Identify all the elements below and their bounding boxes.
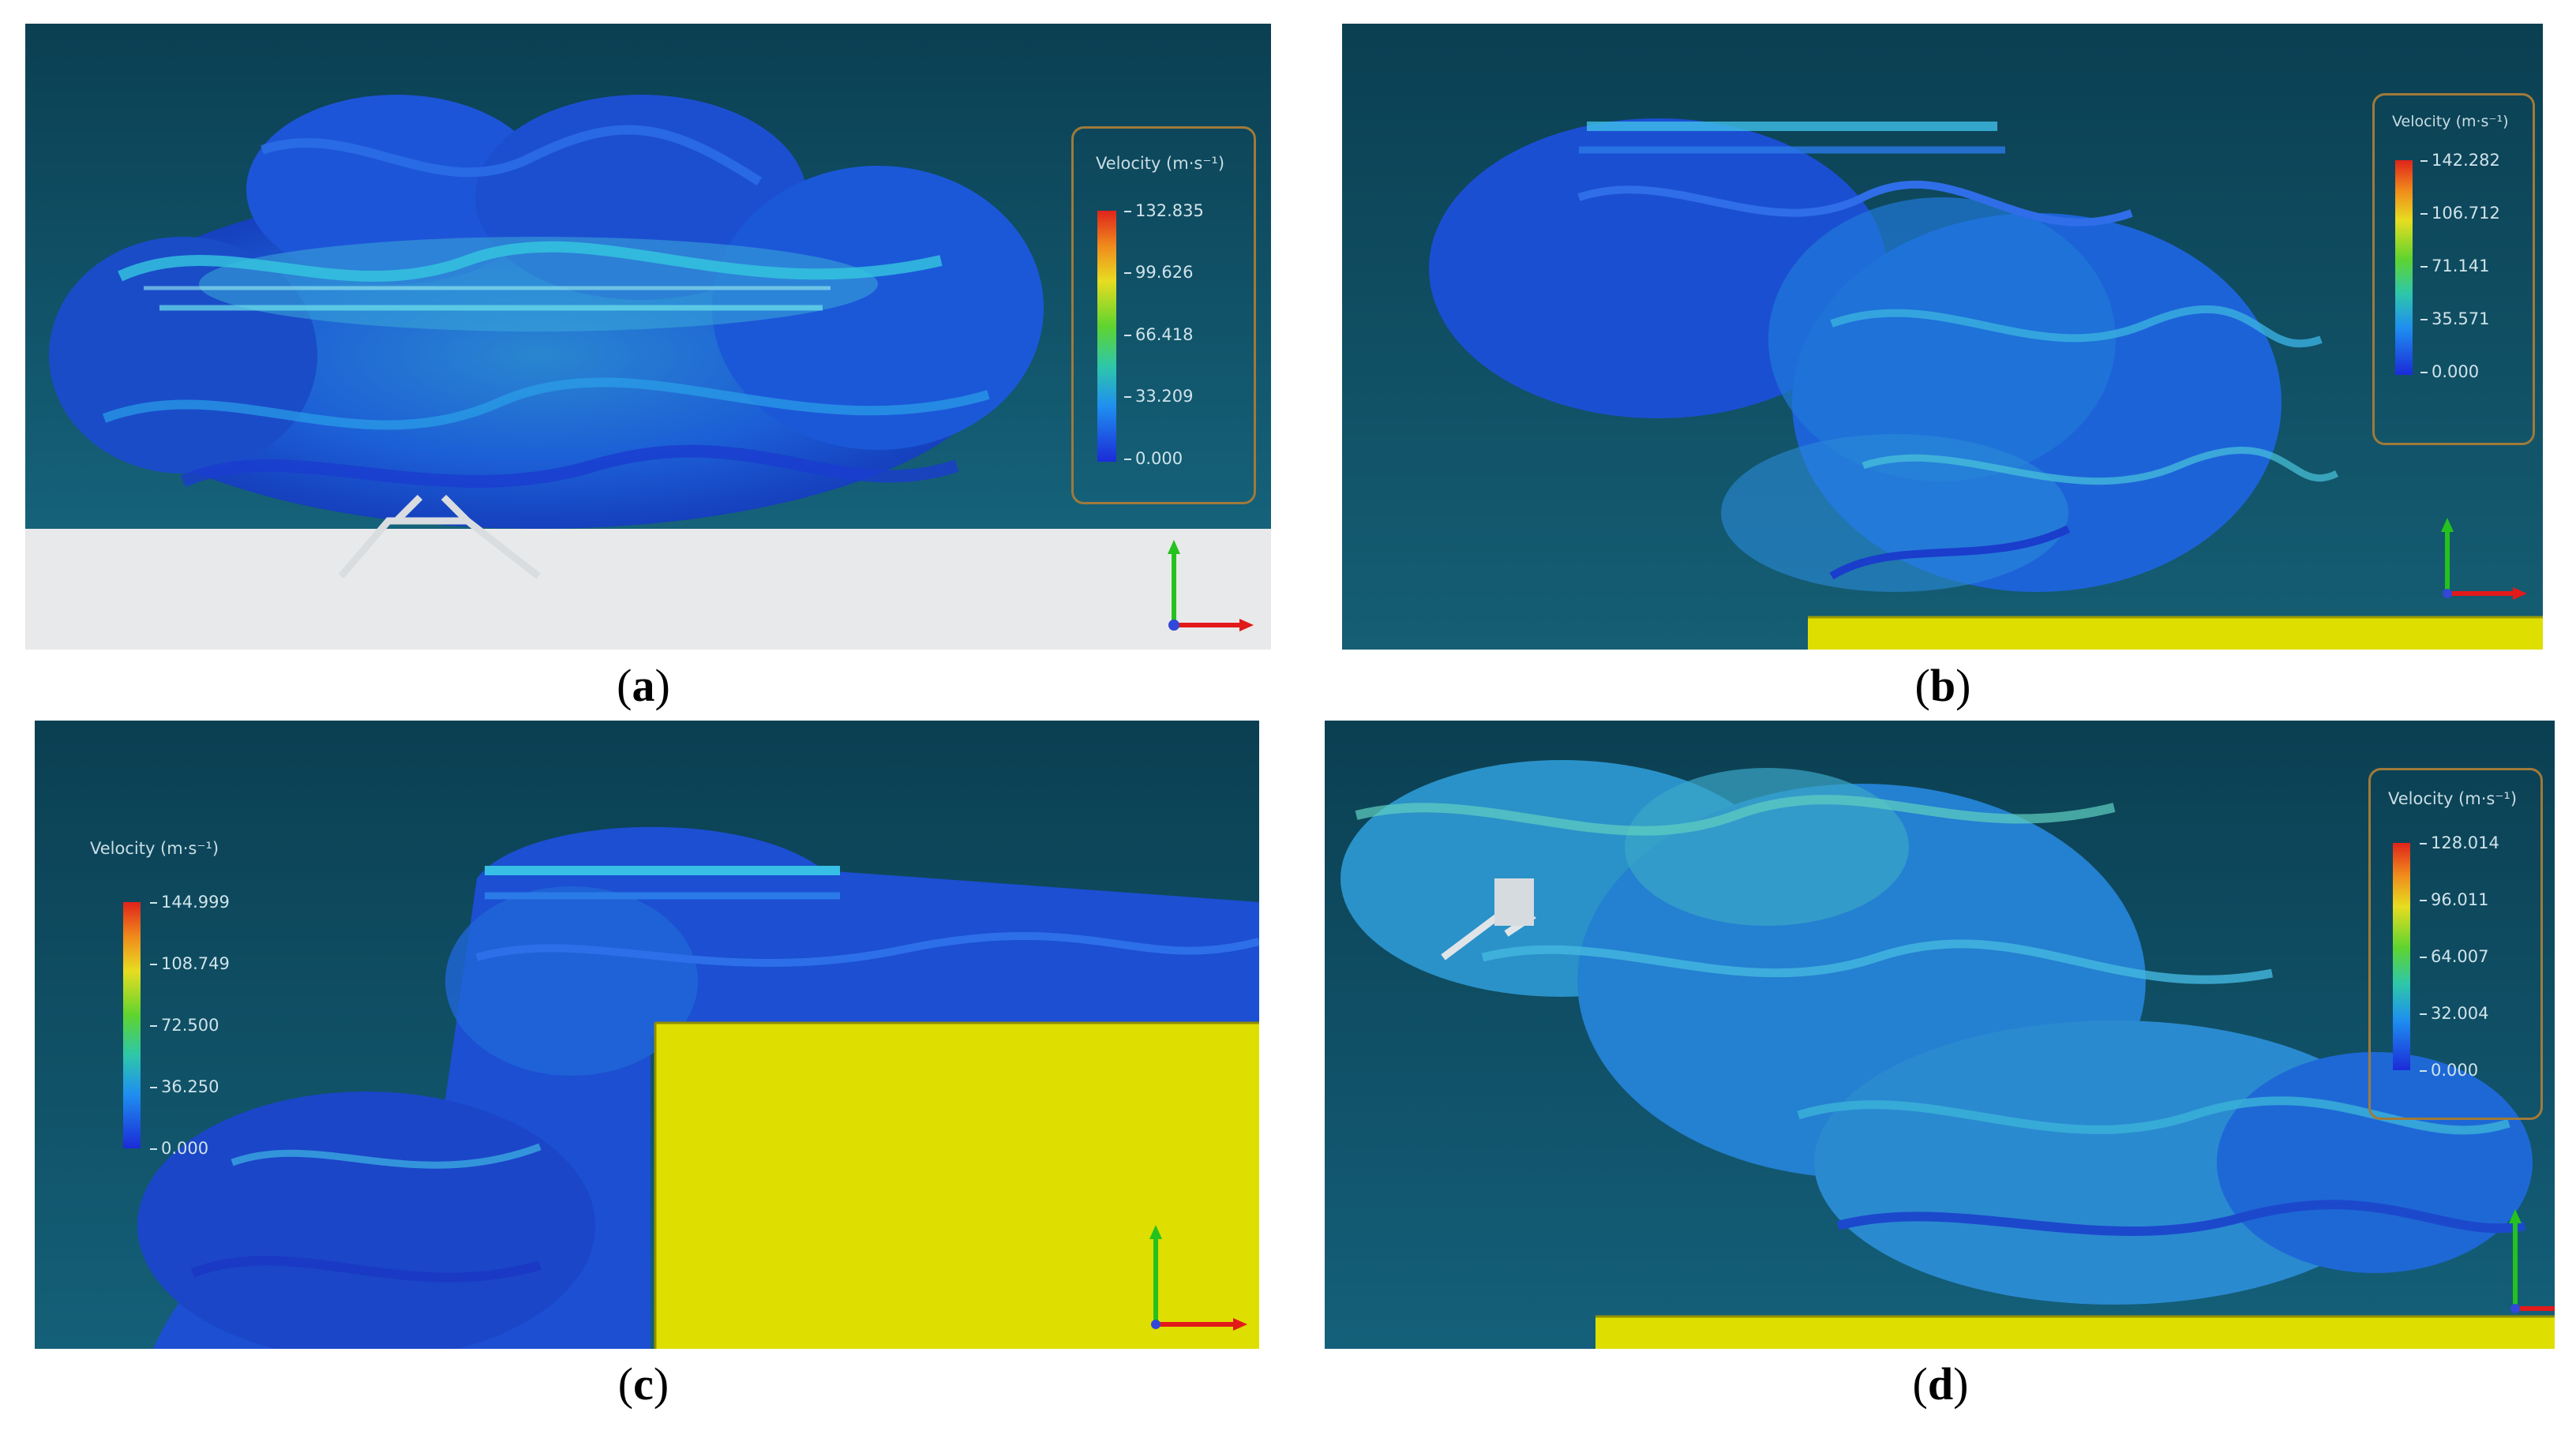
panel-d-simulation-view: Velocity (m·s⁻¹) 128.014 96.011 64.007 3… bbox=[1325, 721, 2555, 1349]
legend-tick: 96.011 bbox=[2419, 890, 2489, 909]
legend-tick: 36.250 bbox=[149, 1077, 219, 1096]
legend-tick: 0.000 bbox=[2420, 362, 2480, 381]
legend-tick: 32.004 bbox=[2419, 1004, 2489, 1023]
panel-b-axis-triad bbox=[2441, 518, 2527, 600]
panel-a-vortex-cloud bbox=[49, 95, 1044, 529]
legend-tick: 99.626 bbox=[1123, 263, 1194, 282]
panel-a-aircraft-frame bbox=[338, 494, 541, 579]
panel-c-vortex-cloud bbox=[137, 826, 1259, 1349]
legend-tick: 66.418 bbox=[1123, 325, 1194, 344]
legend-color-bar bbox=[2395, 160, 2413, 375]
panel-c-axis-triad bbox=[1149, 1225, 1247, 1331]
legend-tick: 142.282 bbox=[2420, 151, 2500, 170]
panel-b-velocity-legend: Velocity (m·s⁻¹) 142.282 106.712 71.141 … bbox=[2372, 93, 2535, 445]
legend-title: Velocity (m·s⁻¹) bbox=[2388, 789, 2518, 808]
legend-title: Velocity (m·s⁻¹) bbox=[1096, 154, 1225, 173]
legend-color-bar bbox=[1097, 211, 1116, 462]
panel-d-vortex-cloud bbox=[1340, 760, 2533, 1305]
panel-a-caption: (a) bbox=[617, 660, 670, 711]
panel-c-velocity-legend: Velocity (m·s⁻¹) 144.999 108.749 72.500 … bbox=[82, 839, 264, 1158]
panel-b-vortex-cloud bbox=[1429, 118, 2339, 592]
legend-color-bar bbox=[123, 902, 141, 1148]
legend-tick: 0.000 bbox=[2419, 1061, 2479, 1080]
panel-c-vortex-render bbox=[35, 721, 1259, 1349]
panel-b-vortex-render bbox=[1342, 24, 2543, 650]
panel-d-caption: (d) bbox=[1912, 1358, 1969, 1410]
legend-title: Velocity (m·s⁻¹) bbox=[90, 839, 219, 858]
panel-d-vortex-render bbox=[1325, 721, 2555, 1349]
legend-color-bar bbox=[2393, 843, 2410, 1070]
panel-c-caption: (c) bbox=[617, 1358, 669, 1410]
legend-tick: 132.835 bbox=[1124, 201, 1204, 220]
panel-a-vortex-render bbox=[25, 24, 1271, 650]
panel-b-caption: (b) bbox=[1914, 660, 1971, 711]
panel-c-simulation-view: Velocity (m·s⁻¹) 144.999 108.749 72.500 … bbox=[35, 721, 1259, 1349]
panel-d-velocity-legend: Velocity (m·s⁻¹) 128.014 96.011 64.007 3… bbox=[2368, 768, 2543, 1120]
legend-tick: 0.000 bbox=[1123, 449, 1183, 468]
panel-a-axis-triad bbox=[1168, 540, 1254, 631]
panel-a-simulation-view: Velocity (m·s⁻¹) 132.835 99.626 66.418 3… bbox=[25, 24, 1271, 650]
legend-tick: 108.749 bbox=[150, 954, 230, 973]
legend-tick: 0.000 bbox=[149, 1139, 209, 1158]
legend-tick: 128.014 bbox=[2420, 833, 2499, 852]
legend-tick: 144.999 bbox=[150, 893, 230, 912]
legend-tick: 35.571 bbox=[2420, 309, 2490, 328]
legend-tick: 64.007 bbox=[2419, 947, 2489, 966]
panel-b-simulation-view: Velocity (m·s⁻¹) 142.282 106.712 71.141 … bbox=[1342, 24, 2543, 650]
legend-tick: 106.712 bbox=[2420, 204, 2500, 223]
legend-tick: 33.209 bbox=[1123, 387, 1194, 406]
panel-a-velocity-legend: Velocity (m·s⁻¹) 132.835 99.626 66.418 3… bbox=[1071, 126, 1256, 504]
legend-tick: 72.500 bbox=[149, 1016, 219, 1035]
legend-title: Velocity (m·s⁻¹) bbox=[2392, 113, 2509, 130]
panel-d-axis-triad bbox=[2509, 1209, 2555, 1313]
legend-tick: 71.141 bbox=[2420, 257, 2490, 275]
